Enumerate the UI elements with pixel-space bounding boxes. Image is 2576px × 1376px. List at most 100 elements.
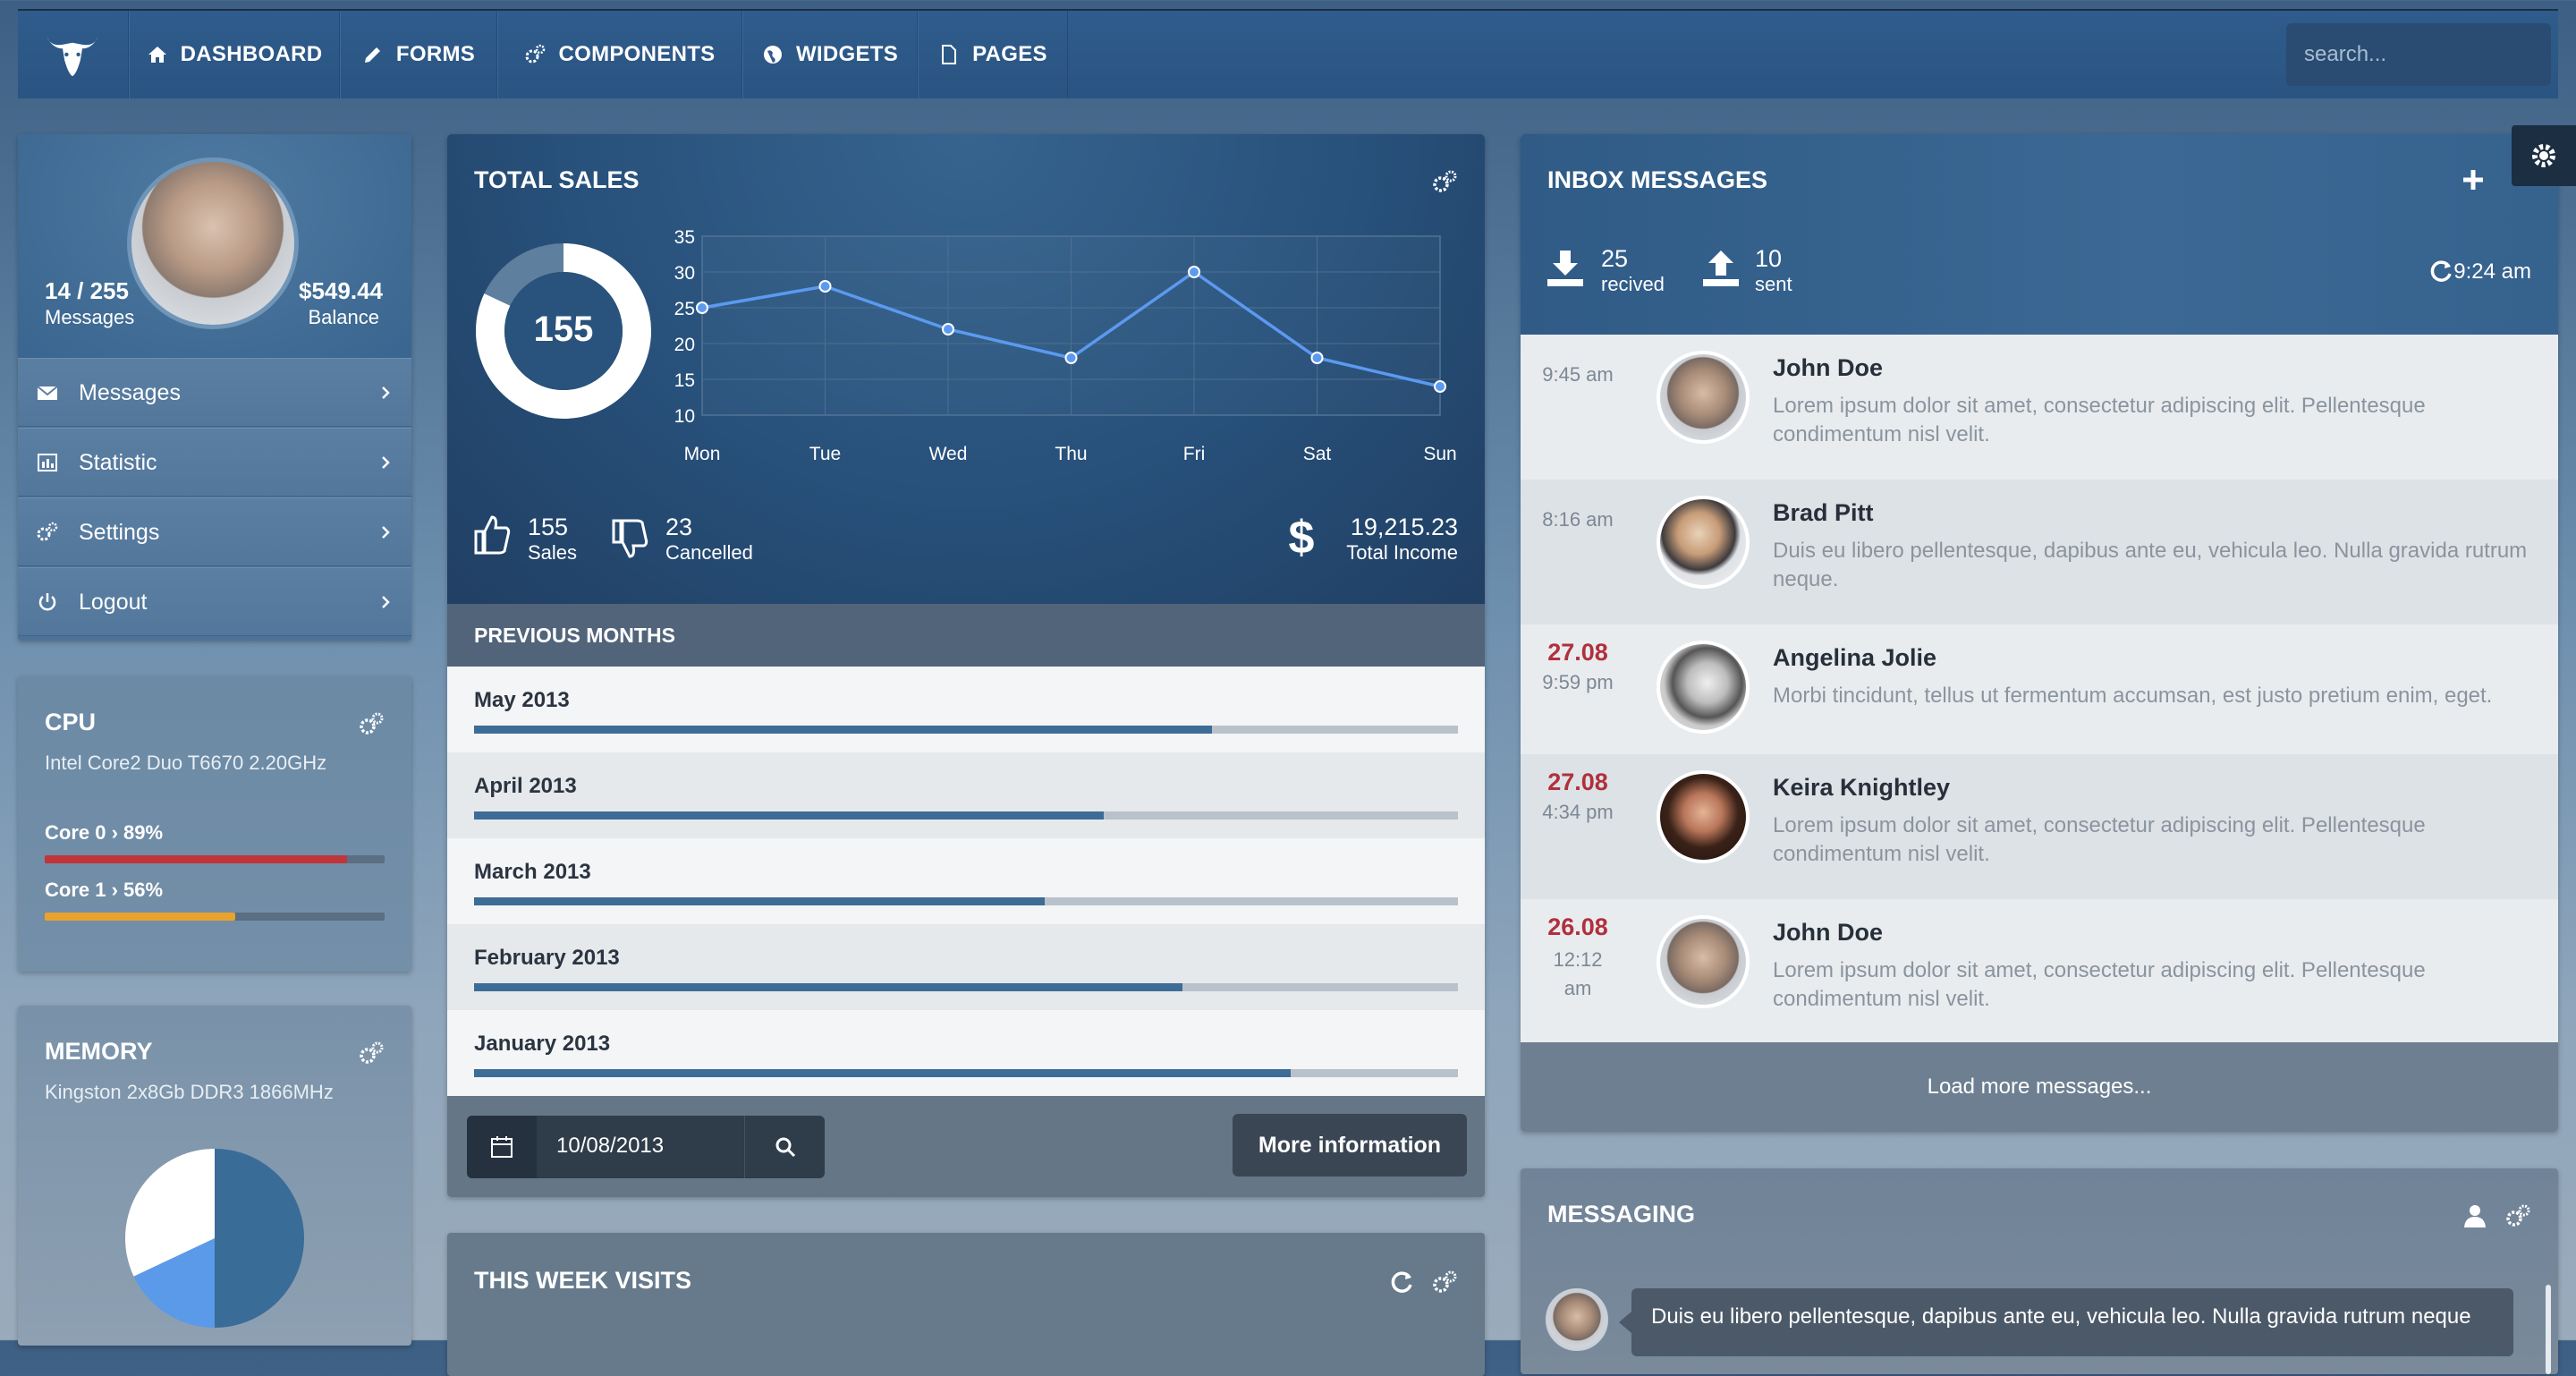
menu-label: Settings [79, 520, 160, 545]
x-tick-label: Fri [1183, 444, 1206, 464]
data-point [818, 280, 832, 293]
nav-components[interactable]: COMPONENTS [497, 11, 742, 98]
core0-bar [45, 855, 385, 863]
nav-label: FORMS [395, 42, 476, 66]
data-point [1310, 352, 1324, 364]
inbox-panel: INBOX MESSAGES 25 recived 10 sent 9:24 a… [1521, 134, 2558, 1132]
sales-line-chart: 10 15 20 25 30 35 Mon Tue Wed Thu Fri Sat Sun [674, 227, 1457, 464]
thumbs-down-icon [612, 519, 648, 558]
theme-settings-button[interactable] [2512, 125, 2576, 186]
message-text: Duis eu libero pellentesque, dapibus ant… [1773, 539, 2528, 591]
avatar[interactable] [127, 157, 299, 329]
nav-label: PAGES [972, 42, 1047, 66]
menu-label: Statistic [79, 450, 157, 475]
plus-icon[interactable] [2460, 166, 2487, 193]
menu-label: Messages [79, 380, 181, 405]
gears-icon [525, 44, 546, 64]
settings-gears-icon[interactable] [358, 1040, 385, 1066]
message-item[interactable]: 9:45 am John Doe Lorem ipsum dolor sit a… [1521, 335, 2558, 480]
chevron-right-icon [382, 456, 390, 469]
total-sales-panel: TOTAL SALES 155 10 15 20 25 30 35 Mon Tue Wed Thu… [447, 134, 1485, 1197]
globe-icon [763, 46, 782, 64]
settings-gears-icon[interactable] [2504, 1202, 2531, 1229]
calendar-button[interactable] [467, 1116, 537, 1178]
nav-pages[interactable]: PAGES [918, 11, 1068, 98]
nav-widgets[interactable]: WIDGETS [742, 11, 918, 98]
menu-item-logout[interactable]: Logout [18, 567, 411, 636]
settings-gears-icon[interactable] [1431, 1269, 1458, 1295]
sales-title: TOTAL SALES [474, 166, 640, 193]
sales-donut [476, 243, 651, 419]
refresh-icon[interactable] [1388, 1269, 1415, 1295]
message-sender: Angelina Jolie [1773, 644, 1937, 671]
sales-footer: 10/08/2013 More information [447, 1096, 1485, 1197]
message-item[interactable]: 27.08 4:34 pm Keira Knightley Lorem ipsu… [1521, 754, 2558, 899]
load-more-button[interactable]: Load more messages... [1521, 1042, 2558, 1132]
x-tick-label: Sun [1423, 444, 1456, 464]
pie-slice [125, 1149, 215, 1277]
month-row: March 2013 [447, 838, 1485, 924]
message-time: 9:45 am [1542, 363, 1614, 386]
week-visits-panel: THIS WEEK VISITS [447, 1233, 1485, 1376]
date-search-button[interactable] [744, 1116, 825, 1178]
more-information-button[interactable]: More information [1233, 1114, 1467, 1176]
menu-item-statistic[interactable]: Statistic [18, 428, 411, 497]
message-sender: John Doe [1773, 919, 1884, 946]
memory-model: Kingston 2x8Gb DDR3 1866MHz [45, 1081, 334, 1103]
menu-label: Logout [79, 590, 148, 615]
home-icon [148, 47, 166, 63]
cpu-panel: CPU Intel Core2 Duo T6670 2.20GHz Core 0… [18, 676, 411, 972]
y-tick-label: 30 [674, 263, 695, 284]
scrollbar[interactable] [2546, 1285, 2551, 1374]
date-picker[interactable]: 10/08/2013 [467, 1116, 825, 1178]
message-sender: Keira Knightley [1773, 774, 1951, 801]
message-item[interactable]: 26.08 12:12 am John Doe Lorem ipsum dolo… [1521, 899, 2558, 1042]
avatar [1657, 770, 1750, 863]
inbox-title: INBOX MESSAGES [1547, 166, 1768, 193]
y-tick-label: 10 [674, 406, 695, 427]
x-tick-label: Mon [684, 444, 721, 464]
data-point [1064, 352, 1078, 364]
pie-slice [215, 1149, 304, 1328]
received-label: recived [1601, 273, 1665, 295]
pie-slice [133, 1238, 215, 1328]
cpu-title: CPU [45, 709, 97, 735]
refresh-icon[interactable] [2428, 258, 2454, 285]
bull-logo-icon[interactable] [18, 11, 129, 98]
month-bar [474, 983, 1458, 991]
settings-gears-icon[interactable] [358, 710, 385, 737]
data-point [1434, 380, 1446, 393]
messaging-title: MESSAGING [1547, 1201, 1696, 1227]
chat-bubble: Duis eu libero pellentesque, dapibus ant… [1631, 1288, 2513, 1356]
search-icon [775, 1137, 796, 1158]
nav-forms[interactable]: FORMS [340, 11, 497, 98]
y-tick-label: 20 [674, 335, 695, 355]
thumbs-up-icon [474, 515, 511, 555]
nav-dashboard[interactable]: DASHBOARD [129, 11, 340, 98]
message-item[interactable]: 8:16 am Brad Pitt Duis eu libero pellent… [1521, 480, 2558, 624]
menu-item-messages[interactable]: Messages [18, 358, 411, 427]
data-point [696, 302, 708, 314]
gears-icon [37, 522, 58, 541]
profile-panel: 14 / 255 Messages $549.44 Balance Messag… [18, 134, 411, 641]
bar-chart-icon [38, 454, 57, 471]
y-tick-label: 15 [674, 370, 695, 391]
income-caption: Total Income [1346, 541, 1458, 564]
user-icon[interactable] [2462, 1202, 2488, 1229]
sales-caption: Sales [528, 541, 578, 564]
menu-item-settings[interactable]: Settings [18, 497, 411, 566]
month-row: May 2013 [447, 667, 1485, 752]
envelope-icon [37, 386, 58, 400]
x-tick-label: Wed [929, 444, 968, 464]
nav-label: COMPONENTS [558, 42, 716, 66]
messages-count: 14 / 255 [45, 277, 129, 304]
memory-title: MEMORY [45, 1038, 153, 1065]
settings-gears-icon[interactable] [1431, 168, 1458, 195]
chevron-right-icon [382, 386, 390, 399]
income-value: 19,215.23 [1350, 514, 1458, 540]
date-field[interactable]: 10/08/2013 [556, 1134, 665, 1158]
x-tick-label: Sat [1303, 444, 1332, 464]
message-item[interactable]: 27.08 9:59 pm Angelina Jolie Morbi tinci… [1521, 624, 2558, 754]
month-bar [474, 726, 1458, 734]
search-input[interactable] [2286, 23, 2551, 86]
